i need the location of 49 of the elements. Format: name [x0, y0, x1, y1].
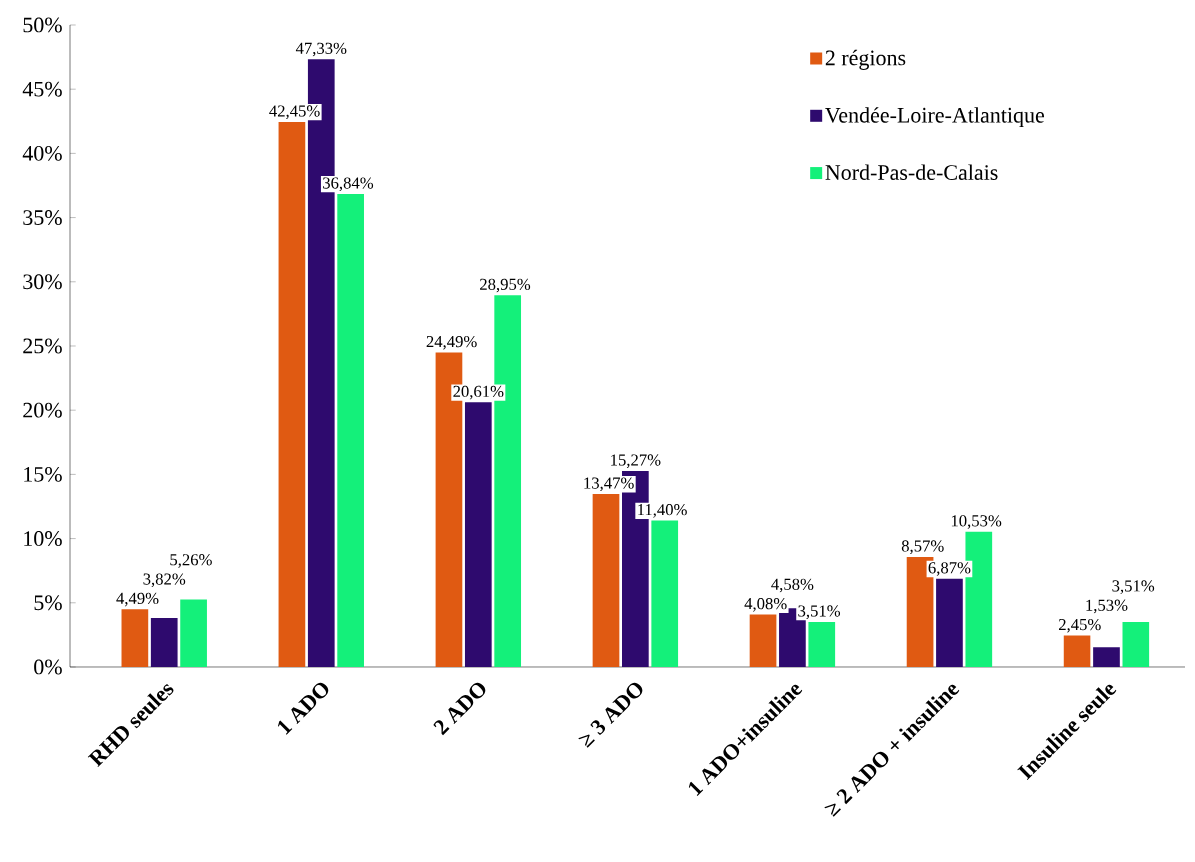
bar [121, 609, 149, 667]
data-label: 11,40% [638, 504, 687, 518]
data-label: 13,47% [584, 477, 634, 492]
y-tick-label: 35% [23, 210, 62, 226]
data-label: 47,33% [295, 42, 347, 57]
y-tick-label: 50% [23, 17, 62, 33]
legend-label: 2 régions [825, 49, 906, 70]
y-tick-label: 20% [23, 402, 62, 418]
data-label: 1,53% [1086, 599, 1128, 614]
bar [936, 578, 963, 667]
bar [808, 621, 836, 667]
data-label: 3,82% [143, 573, 186, 588]
y-tick-label: 0% [34, 659, 62, 675]
data-label: 28,95% [480, 278, 531, 293]
data-label: 4,08% [744, 598, 787, 612]
legend-label: Vendée-Loire-Atlantique [825, 107, 1045, 128]
y-tick-label: 45% [22, 81, 62, 97]
data-label: 3,51% [1112, 580, 1155, 594]
y-tick-label: 40% [22, 145, 62, 161]
data-label: 8,57% [901, 540, 944, 555]
y-tick-label: 30% [23, 274, 62, 290]
data-label: 5,26% [170, 554, 212, 568]
legend-label: Nord-Pas-de-Calais [825, 164, 998, 180]
bar [592, 494, 620, 667]
y-tick-label: 5% [34, 595, 62, 611]
y-tick-label: 15% [24, 466, 62, 482]
bar [749, 614, 777, 667]
data-label: 42,45% [269, 105, 320, 119]
data-label: 36,84% [323, 177, 374, 192]
data-label: 2,45% [1058, 618, 1101, 633]
bar [1093, 647, 1120, 667]
bar [150, 617, 178, 667]
data-label: 3,51% [798, 605, 841, 619]
bar [278, 121, 306, 667]
data-label: 20,61% [453, 385, 504, 400]
bar [1063, 635, 1091, 667]
y-tick-label: 10% [24, 531, 62, 547]
bar [337, 193, 364, 667]
data-label: 15,27% [611, 454, 661, 468]
y-tick-label: 25% [23, 338, 62, 354]
data-label: 6,87% [928, 562, 971, 576]
data-label: 10,53% [951, 515, 1002, 529]
bar [464, 402, 492, 667]
bar [651, 520, 679, 667]
data-label: 4,58% [771, 578, 814, 593]
bar [1122, 621, 1150, 667]
data-label: 24,49% [426, 335, 477, 350]
data-label: 4,49% [116, 592, 159, 607]
bar [180, 599, 207, 667]
